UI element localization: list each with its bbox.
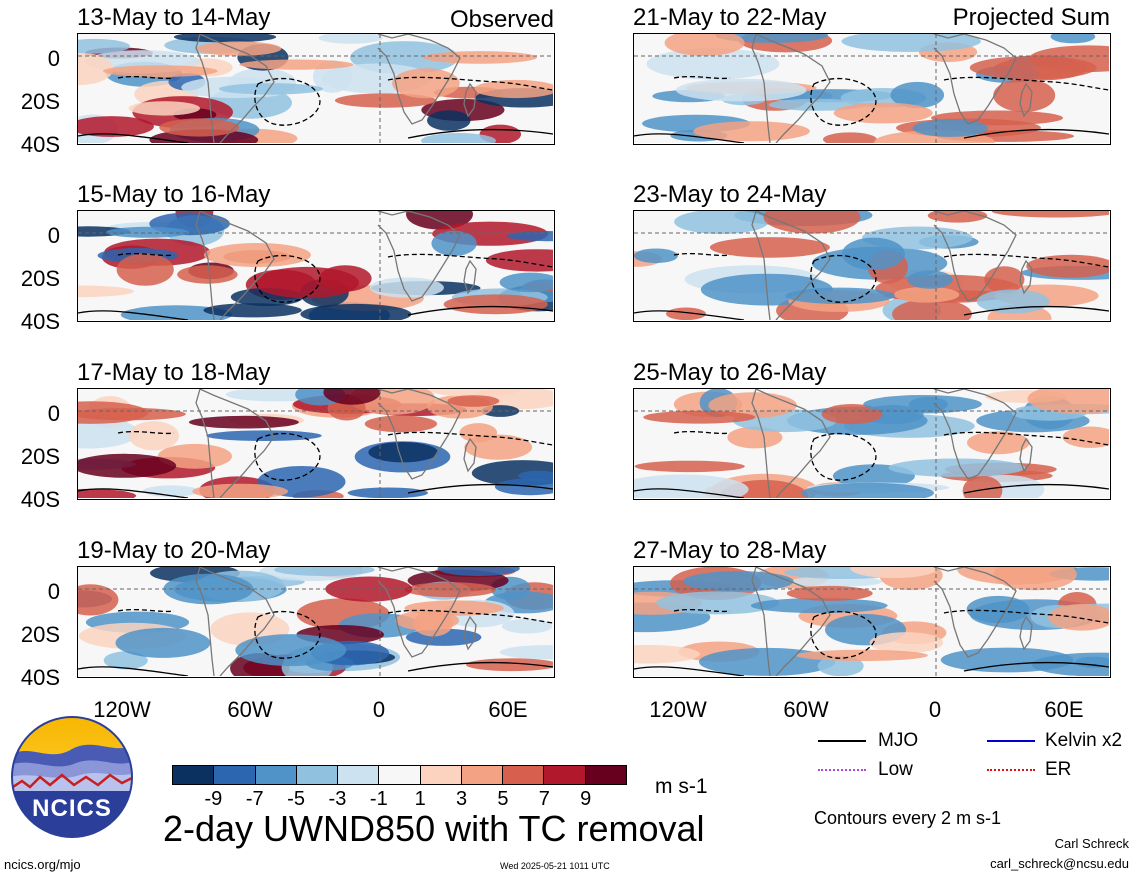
y-tick-40s-p2: 40S xyxy=(20,309,60,334)
colorbar-swatch xyxy=(503,766,545,784)
map-panel-right-2 xyxy=(633,210,1111,322)
map-panel-left-2 xyxy=(77,210,555,322)
panel-title-right-2: 23-May to 24-May xyxy=(633,181,827,208)
colorbar-label: 9 xyxy=(580,788,592,810)
footer-url: ncics.org/mjo xyxy=(4,857,81,872)
colorbar-swatch xyxy=(379,766,421,784)
map-panel-right-1 xyxy=(633,33,1111,145)
x-tick-60w-left: 60W xyxy=(227,697,273,722)
x-tick-60e-left: 60E xyxy=(488,697,528,722)
observed-label: Observed xyxy=(449,6,554,33)
map-panel-left-3 xyxy=(77,388,555,500)
panel-title-left-2: 15-May to 16-May xyxy=(77,181,271,208)
y-tick-0-p1: 0 xyxy=(47,46,60,71)
colorbar-swatch xyxy=(255,766,297,784)
footer-timestamp: Wed 2025-05-21 1011 UTC xyxy=(500,861,610,871)
y-tick-20s-p2: 20S xyxy=(20,266,60,291)
colorbar-label: 1 xyxy=(414,788,426,810)
legend-line-low xyxy=(818,769,866,771)
colorbar-swatch xyxy=(544,766,586,784)
x-tick-0-right: 0 xyxy=(928,697,942,722)
colorbar-swatch xyxy=(420,766,462,784)
x-tick-120w-left: 120W xyxy=(93,697,151,722)
colorbar-swatch xyxy=(461,766,504,784)
x-tick-60w-right: 60W xyxy=(783,697,829,722)
x-tick-60e-right: 60E xyxy=(1044,697,1084,722)
panel-title-right-4: 27-May to 28-May xyxy=(633,537,827,564)
map-panel-right-3 xyxy=(633,388,1111,500)
y-tick-0-p4: 0 xyxy=(47,579,60,604)
panel-title-left-3: 17-May to 18-May xyxy=(77,359,271,386)
colorbar-label: 7 xyxy=(538,788,550,810)
colorbar-swatch xyxy=(173,766,215,784)
ncics-logo: NCICS xyxy=(10,715,134,839)
colorbar-units: m s-1 xyxy=(655,775,708,798)
logo-text: NCICS xyxy=(32,795,112,822)
footer-author: Carl Schreck xyxy=(1054,836,1129,851)
panel-title-right-3: 25-May to 26-May xyxy=(633,359,827,386)
y-tick-40s-p1: 40S xyxy=(20,132,60,157)
y-tick-40s-p4: 40S xyxy=(20,665,60,690)
y-tick-20s-p4: 20S xyxy=(20,622,60,647)
y-tick-20s-p1: 20S xyxy=(20,89,60,114)
panel-title-left-4: 19-May to 20-May xyxy=(77,537,271,564)
colorbar-swatch xyxy=(214,766,256,784)
map-panel-left-4 xyxy=(77,566,555,678)
y-tick-0-p3: 0 xyxy=(47,401,60,426)
legend-label-er: ER xyxy=(1045,759,1072,780)
colorbar-swatch xyxy=(296,766,339,784)
colorbar-swatch xyxy=(585,766,626,784)
legend-label-mjo: MJO xyxy=(878,730,919,751)
colorbar-swatch xyxy=(338,766,380,784)
colorbar xyxy=(172,765,627,785)
colorbar-label: -7 xyxy=(245,788,264,810)
panel-title-right-1: 21-May to 22-May xyxy=(633,4,827,31)
legend-label-kelvin: Kelvin x2 xyxy=(1045,730,1123,751)
contour-note: Contours every 2 m s-1 xyxy=(814,808,1002,828)
legend-line-er xyxy=(987,769,1035,771)
colorbar-label: 5 xyxy=(497,788,509,810)
colorbar-label: -3 xyxy=(328,788,347,810)
legend-line-kelvin xyxy=(987,740,1035,742)
legend-line-mjo xyxy=(818,740,866,742)
map-panel-left-1 xyxy=(77,33,555,145)
colorbar-label: -5 xyxy=(287,788,305,810)
map-panel-right-4 xyxy=(633,566,1111,678)
legend-label-low: Low xyxy=(878,759,913,780)
footer-email: carl_schreck@ncsu.edu xyxy=(990,856,1129,871)
panel-title-left-1: 13-May to 14-May xyxy=(77,4,271,31)
main-title: 2-day UWND850 with TC removal xyxy=(163,808,705,849)
colorbar-label: -1 xyxy=(369,788,388,810)
y-tick-0-p2: 0 xyxy=(47,223,60,248)
x-tick-0-left: 0 xyxy=(372,697,386,722)
colorbar-label: -9 xyxy=(204,788,223,810)
y-tick-20s-p3: 20S xyxy=(20,444,60,469)
projected-sum-label: Projected Sum xyxy=(952,4,1110,31)
y-tick-40s-p3: 40S xyxy=(20,487,60,512)
colorbar-label: 3 xyxy=(455,788,468,810)
x-tick-120w-right: 120W xyxy=(649,697,707,722)
